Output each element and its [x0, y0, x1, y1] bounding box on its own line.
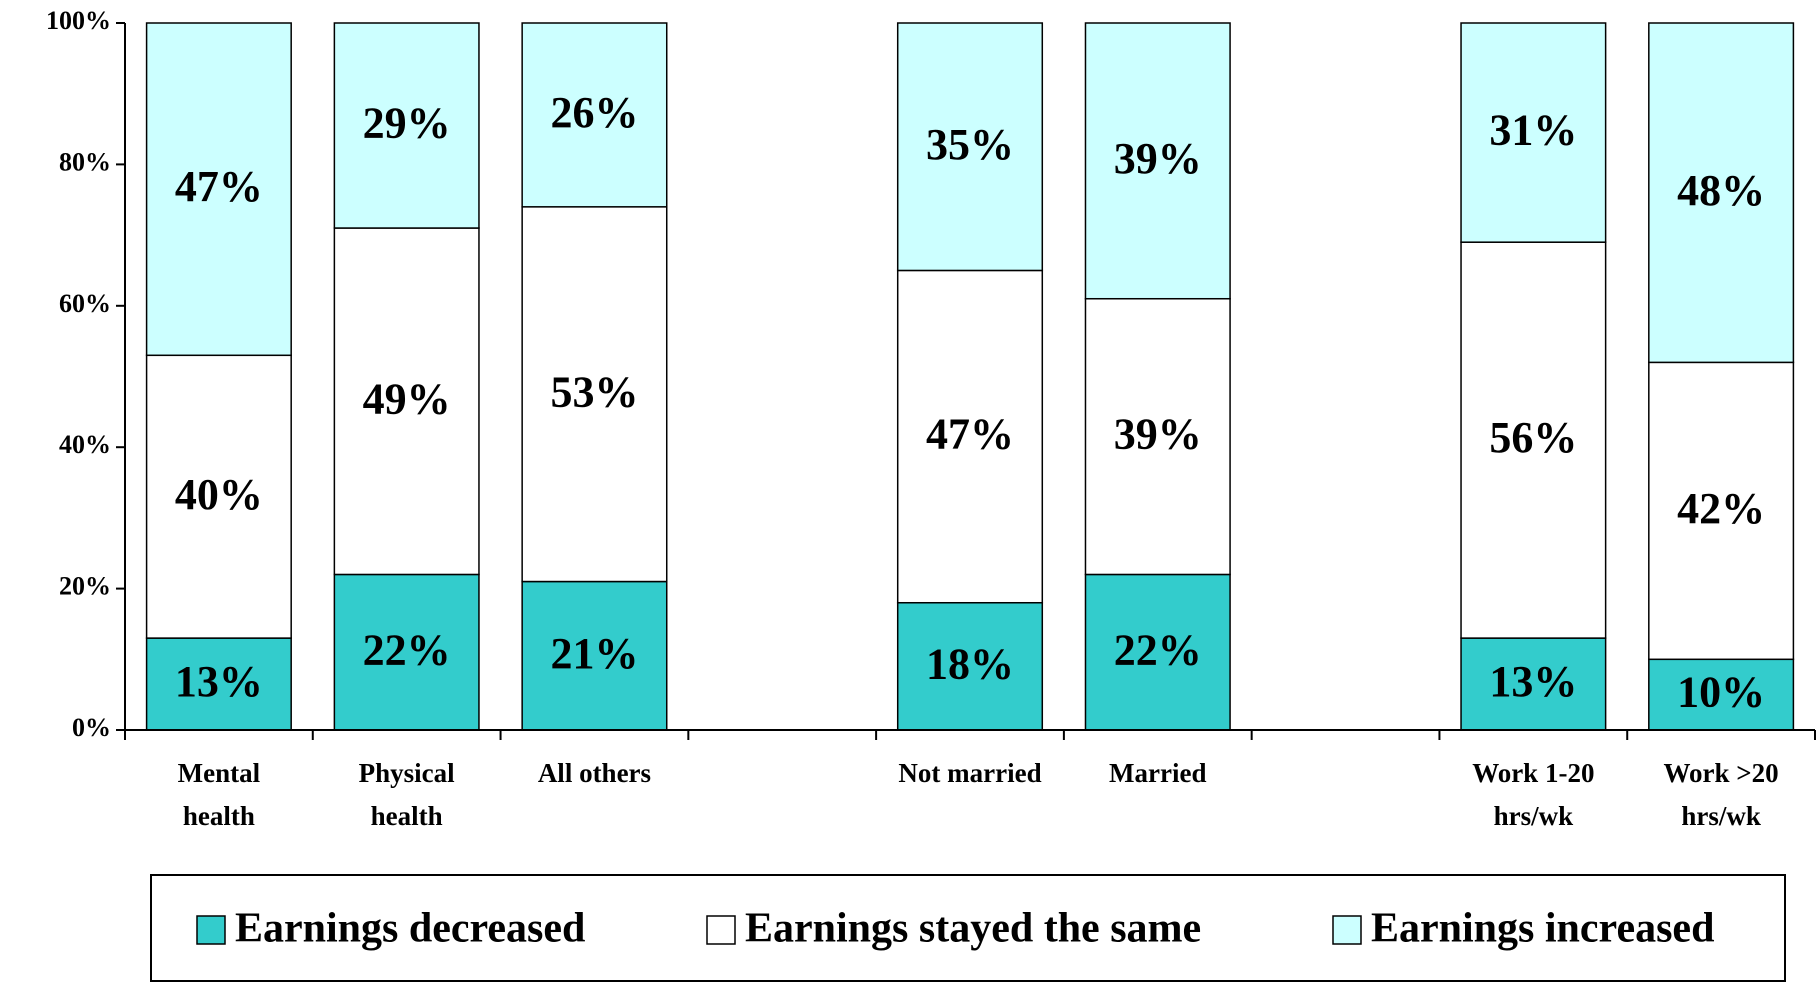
data-label: 35% [926, 120, 1014, 169]
data-label: 40% [175, 470, 263, 519]
x-tick-label: Mental health [177, 758, 261, 831]
legend-swatch [706, 915, 736, 945]
y-tick-label: 60% [59, 289, 111, 318]
legend-label: Earnings decreased [235, 906, 585, 952]
bar-segment [1648, 22, 1795, 364]
x-tick-label: Married [1109, 758, 1207, 788]
y-tick-label: 40% [59, 430, 111, 459]
bar-segment [333, 22, 480, 229]
data-label: 48% [1677, 166, 1765, 215]
bar-segment [1460, 22, 1607, 243]
data-label: 10% [1677, 668, 1765, 717]
y-tick-label: 0% [72, 713, 111, 742]
bar-segment [521, 580, 668, 731]
legend-label: Earnings increased [1371, 906, 1714, 952]
x-tick-label: Not married [898, 758, 1042, 788]
y-tick-label: 100% [46, 6, 111, 35]
data-label: 39% [1114, 410, 1202, 459]
legend-swatch [1332, 915, 1362, 945]
bar-segment [1460, 637, 1607, 731]
legend-box [150, 874, 1786, 982]
bar-segment [145, 354, 292, 639]
data-label: 49% [363, 374, 451, 423]
bar-segment [896, 269, 1044, 604]
bar-segment [145, 22, 292, 357]
y-tick-label: 80% [59, 147, 111, 176]
data-label: 13% [175, 657, 263, 706]
data-label: 22% [363, 625, 451, 674]
data-label: 18% [926, 639, 1014, 688]
bar-segment [521, 206, 668, 583]
bar-segment [896, 22, 1044, 272]
data-label: 56% [1489, 413, 1577, 462]
x-tick-label: Work >20 hrs/wk [1663, 758, 1779, 831]
bar-segment [1084, 573, 1231, 731]
data-label: 47% [175, 162, 263, 211]
data-label: 42% [1677, 484, 1765, 533]
data-label: 26% [550, 88, 638, 137]
bar-segment [1648, 361, 1795, 661]
bar-segment [1084, 297, 1231, 576]
legend-label: Earnings stayed the same [745, 906, 1201, 952]
data-label: 29% [363, 99, 451, 148]
data-label: 21% [550, 629, 638, 678]
data-label: 31% [1489, 106, 1577, 155]
bar-segment [521, 22, 668, 208]
data-label: 47% [926, 410, 1014, 459]
x-tick-label: Physical health [358, 758, 455, 831]
data-label: 13% [1489, 657, 1577, 706]
y-tick-label: 20% [59, 572, 111, 601]
x-tick-label: Work 1-20 hrs/wk [1472, 758, 1595, 831]
legend-swatch [196, 915, 226, 945]
bar-segment [333, 573, 480, 731]
bar-segment [1084, 22, 1231, 300]
data-label: 39% [1114, 134, 1202, 183]
data-label: 53% [550, 367, 638, 416]
bar-segment [1460, 241, 1607, 639]
bar-segment [333, 227, 480, 576]
data-label: 22% [1114, 625, 1202, 674]
x-tick-label: All others [537, 758, 652, 788]
